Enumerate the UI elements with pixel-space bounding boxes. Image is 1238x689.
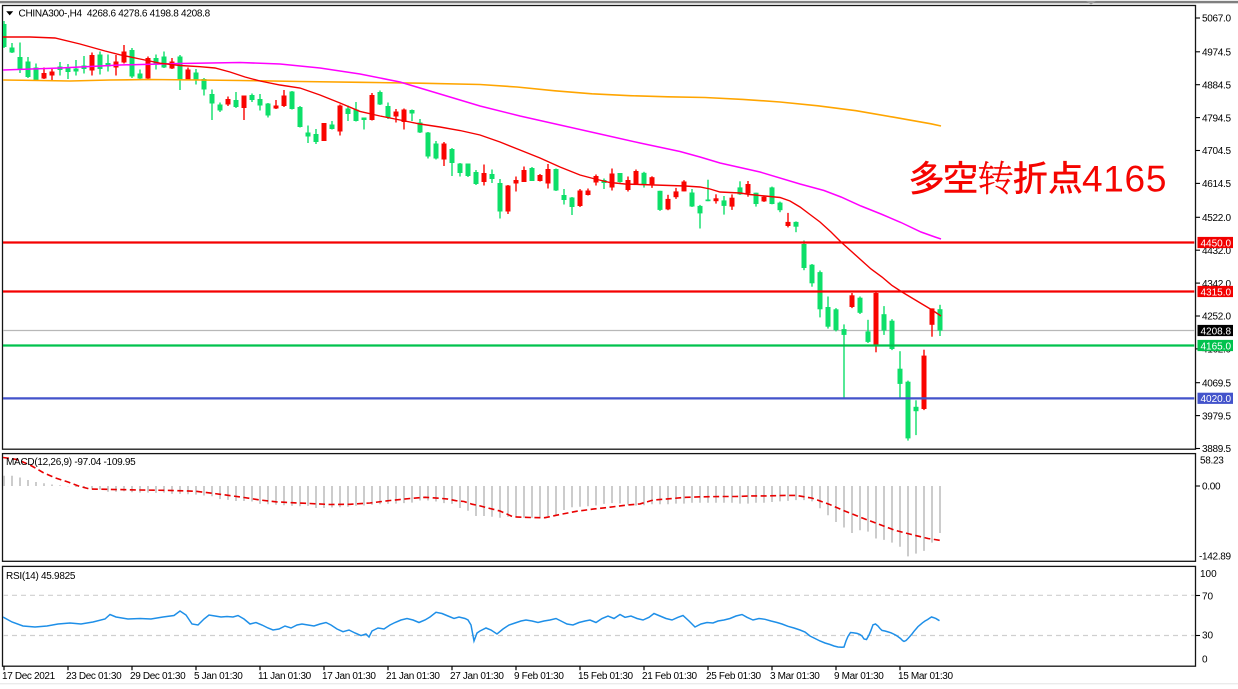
svg-text:17 Jan 01:30: 17 Jan 01:30 xyxy=(322,671,376,682)
svg-text:5 Jan 01:30: 5 Jan 01:30 xyxy=(194,671,243,682)
svg-text:9 Feb 01:30: 9 Feb 01:30 xyxy=(514,671,564,682)
svg-text:4342.0: 4342.0 xyxy=(1202,279,1232,290)
svg-text:15 Feb 01:30: 15 Feb 01:30 xyxy=(578,671,634,682)
svg-text:4165.0: 4165.0 xyxy=(1201,341,1232,352)
svg-text:21 Feb 01:30: 21 Feb 01:30 xyxy=(642,671,698,682)
svg-text:30: 30 xyxy=(1202,630,1214,641)
svg-text:4884.5: 4884.5 xyxy=(1202,80,1232,91)
svg-text:4794.5: 4794.5 xyxy=(1202,113,1232,124)
svg-text:-142.89: -142.89 xyxy=(1199,552,1232,563)
svg-text:17 Dec 2021: 17 Dec 2021 xyxy=(2,671,56,682)
svg-text:4069.5: 4069.5 xyxy=(1202,378,1232,389)
svg-text:29 Dec 01:30: 29 Dec 01:30 xyxy=(130,671,186,682)
svg-text:0.00: 0.00 xyxy=(1202,482,1221,493)
svg-text:9 Mar 01:30: 9 Mar 01:30 xyxy=(834,671,884,682)
svg-text:4974.5: 4974.5 xyxy=(1202,48,1232,59)
svg-text:70: 70 xyxy=(1202,592,1214,603)
svg-text:4704.5: 4704.5 xyxy=(1202,146,1232,157)
svg-text:4208.8: 4208.8 xyxy=(1201,326,1232,337)
svg-text:3 Mar 01:30: 3 Mar 01:30 xyxy=(770,671,820,682)
svg-text:4020.0: 4020.0 xyxy=(1201,394,1232,405)
svg-text:0: 0 xyxy=(1202,654,1208,665)
svg-text:4432.0: 4432.0 xyxy=(1202,246,1232,257)
svg-text:4522.0: 4522.0 xyxy=(1202,213,1232,224)
svg-text:4252.0: 4252.0 xyxy=(1202,312,1232,323)
svg-text:3979.5: 3979.5 xyxy=(1202,411,1232,422)
svg-text:5067.0: 5067.0 xyxy=(1202,14,1232,25)
svg-text:27 Jan 01:30: 27 Jan 01:30 xyxy=(450,671,504,682)
svg-text:15 Mar 01:30: 15 Mar 01:30 xyxy=(898,671,954,682)
svg-text:23 Dec 01:30: 23 Dec 01:30 xyxy=(66,671,122,682)
svg-text:25 Feb 01:30: 25 Feb 01:30 xyxy=(706,671,762,682)
svg-text:4165: 4165 xyxy=(1082,159,1167,200)
svg-text:21 Jan 01:30: 21 Jan 01:30 xyxy=(386,671,440,682)
svg-text:MACD(12,26,9) -97.04 -109.95: MACD(12,26,9) -97.04 -109.95 xyxy=(6,457,136,468)
svg-text:58.23: 58.23 xyxy=(1200,455,1224,466)
svg-text:CHINA300-,H4 4268.6 4278.6 41: CHINA300-,H4 4268.6 4278.6 4198.8 4208.8 xyxy=(19,9,211,20)
svg-text:RSI(14) 45.9825: RSI(14) 45.9825 xyxy=(6,571,76,582)
svg-text:3889.5: 3889.5 xyxy=(1202,444,1232,455)
svg-text:4614.5: 4614.5 xyxy=(1202,179,1232,190)
svg-text:4315.0: 4315.0 xyxy=(1201,287,1232,298)
svg-text:4450.0: 4450.0 xyxy=(1201,238,1232,249)
svg-text:100: 100 xyxy=(1200,569,1217,580)
svg-text:11 Jan 01:30: 11 Jan 01:30 xyxy=(258,671,312,682)
